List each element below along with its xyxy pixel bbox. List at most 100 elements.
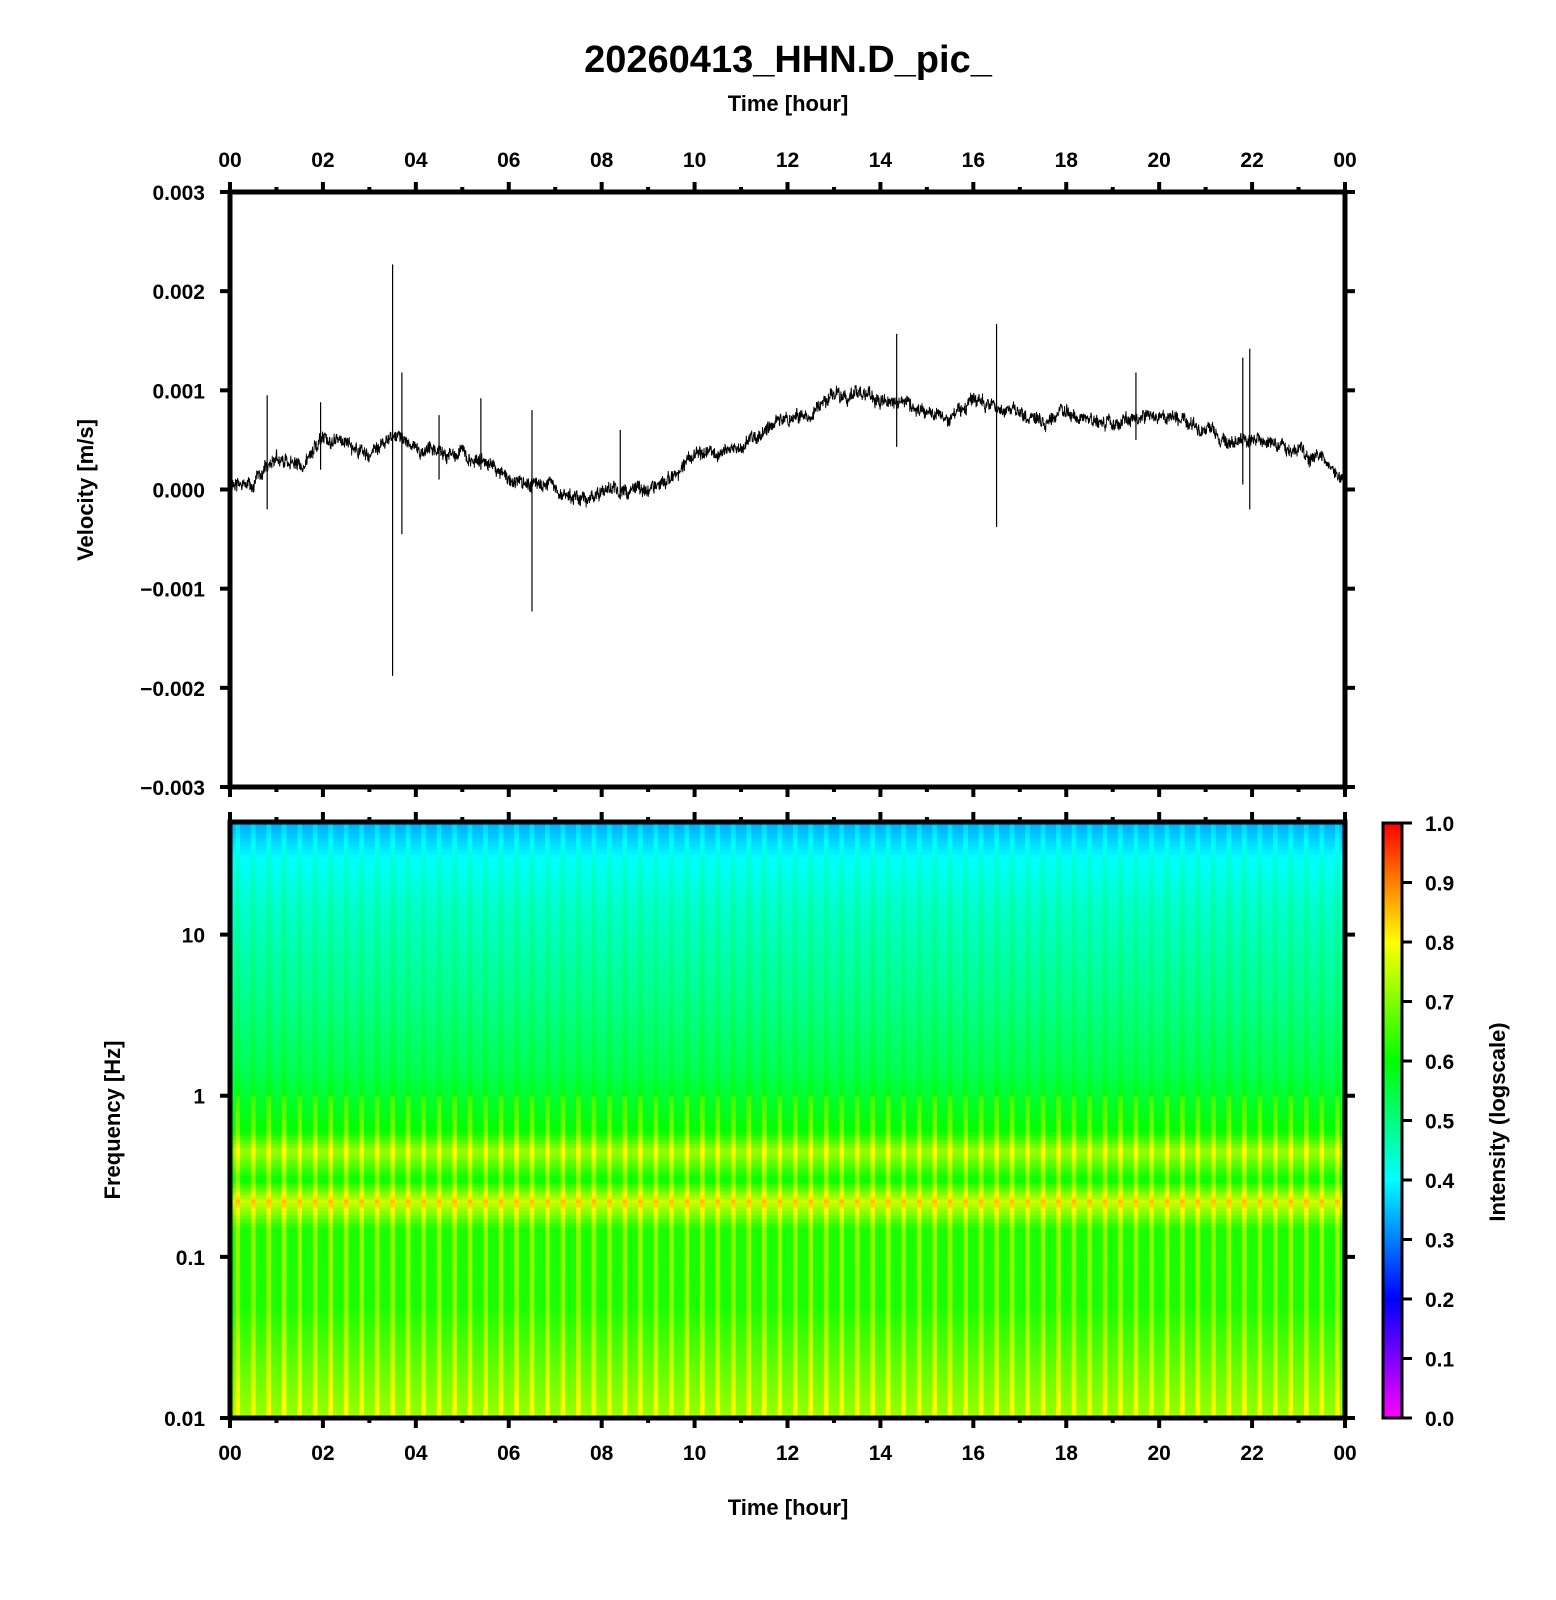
spectrogram-cell: [746, 829, 752, 835]
spectrogram-cell: [792, 1048, 798, 1054]
spectrogram-cell: [1303, 969, 1309, 974]
spectrogram-cell: [653, 933, 659, 938]
spectrogram-row: [230, 857, 1345, 863]
spectrogram-cell: [359, 845, 364, 851]
spectrogram-cell: [312, 953, 318, 958]
spectrogram-cell: [1272, 1028, 1278, 1034]
spectrogram-cell: [932, 988, 937, 994]
spectrogram-cell: [1242, 1072, 1247, 1077]
spectrogram-cell: [730, 865, 736, 871]
spectrogram-cell: [1133, 845, 1139, 851]
spectrogram-cell: [1133, 976, 1139, 982]
spectrogram-cell: [684, 1052, 690, 1058]
spectrogram-cell: [576, 980, 581, 986]
spectrogram-cell: [1118, 980, 1123, 986]
top-x-tick-label: 04: [404, 149, 428, 172]
spectrogram-cell: [250, 980, 256, 986]
spectrogram-cell: [715, 1084, 721, 1089]
spectrogram-cell: [1288, 881, 1294, 887]
spectrogram-cell: [885, 925, 891, 930]
spectrogram-cell: [777, 941, 783, 946]
spectrogram-cell: [1334, 1024, 1340, 1030]
spectrogram-cell: [297, 913, 303, 918]
spectrogram-cell: [545, 949, 550, 954]
spectrogram-cell: [1180, 1084, 1185, 1089]
spectrogram-cell: [591, 913, 597, 918]
spectrogram-cell: [730, 897, 736, 903]
spectrogram-cell: [839, 992, 845, 998]
spectrogram-cell: [684, 1000, 690, 1006]
spectrogram-cell: [1319, 877, 1325, 883]
spectrogram-cell: [885, 1052, 891, 1058]
spectrogram-cell: [498, 849, 504, 855]
spectrogram-cell: [963, 1028, 968, 1034]
spectrogram-cell: [514, 885, 519, 891]
spectrogram-cell: [591, 957, 597, 962]
spectrogram-cell: [1303, 1048, 1309, 1054]
spectrogram-cell: [854, 1044, 860, 1050]
spectrogram-cell: [1226, 921, 1232, 926]
spectrogram-cell: [1164, 1080, 1170, 1085]
spectrogram-cell: [1242, 933, 1247, 938]
spectrogram-cell: [421, 829, 426, 835]
spectrogram-cell: [746, 881, 752, 887]
spectrogram-cell: [390, 953, 395, 958]
spectrogram-cell: [746, 1048, 752, 1054]
spectrogram-cell: [560, 937, 566, 942]
spectrogram-cell: [1288, 1012, 1294, 1018]
spectrogram-cell: [761, 861, 767, 867]
spectrogram-cell: [1118, 889, 1123, 895]
spectrogram-cell: [901, 937, 906, 942]
spectrogram-cell: [1180, 869, 1185, 875]
spectrogram-cell: [1025, 996, 1030, 1002]
spectrogram-cell: [1040, 1000, 1046, 1006]
spectrogram-cell: [963, 917, 968, 922]
spectrogram-cell: [1226, 929, 1232, 934]
spectrogram-cell: [374, 1004, 380, 1010]
spectrogram-cell: [885, 1008, 891, 1014]
spectrogram-cell: [994, 1072, 999, 1077]
spectrogram-cell: [978, 1004, 984, 1010]
spectrogram-cell: [808, 1056, 814, 1061]
spectrogram-cell: [529, 1016, 535, 1022]
spectrogram-cell: [622, 921, 628, 926]
spectrogram-cell: [1118, 953, 1123, 958]
spectrogram-cell: [312, 949, 318, 954]
spectrogram-cell: [1180, 921, 1185, 926]
spectrogram-cell: [328, 873, 333, 879]
spectrogram-cell: [483, 829, 488, 835]
spectrogram-cell: [312, 1060, 318, 1065]
spectrogram-cell: [622, 1060, 628, 1065]
spectrogram-cell: [932, 833, 937, 839]
spectrogram-cell: [529, 829, 535, 835]
spectrogram-cell: [854, 1084, 860, 1089]
spectrogram-cell: [390, 1040, 395, 1046]
spectrogram-cell: [1071, 885, 1077, 891]
spectrogram-cell: [1288, 905, 1294, 911]
spectrogram-cell: [947, 885, 953, 891]
spectrogram-cell: [1180, 845, 1185, 851]
spectrogram-cell: [947, 1060, 953, 1065]
spectrogram-cell: [870, 889, 875, 895]
spectrogram-cell: [1334, 1084, 1340, 1089]
spectrogram-cell: [1303, 1056, 1309, 1061]
spectrogram-cell: [328, 961, 333, 966]
spectrogram-cell: [514, 869, 519, 875]
spectrogram-cell: [730, 933, 736, 938]
spectrogram-cell: [932, 929, 937, 934]
spectrogram-cell: [436, 921, 442, 926]
spectrogram-cell: [839, 1004, 845, 1010]
spectrogram-cell: [684, 897, 690, 903]
spectrogram-cell: [576, 865, 581, 871]
spectrogram-cell: [1164, 833, 1170, 839]
spectrogram-cell: [421, 893, 426, 899]
spectrogram-cell: [1102, 913, 1108, 918]
spectrogram-cell: [978, 1048, 984, 1054]
spectrogram-cell: [452, 980, 457, 986]
spectrogram-cell: [436, 905, 442, 911]
spectrogram-cell: [963, 937, 968, 942]
spectrogram-cell: [545, 1076, 550, 1081]
spectrogram-cell: [854, 845, 860, 851]
spectrogram-cell: [1334, 845, 1340, 851]
spectrogram-cell: [1149, 893, 1154, 899]
